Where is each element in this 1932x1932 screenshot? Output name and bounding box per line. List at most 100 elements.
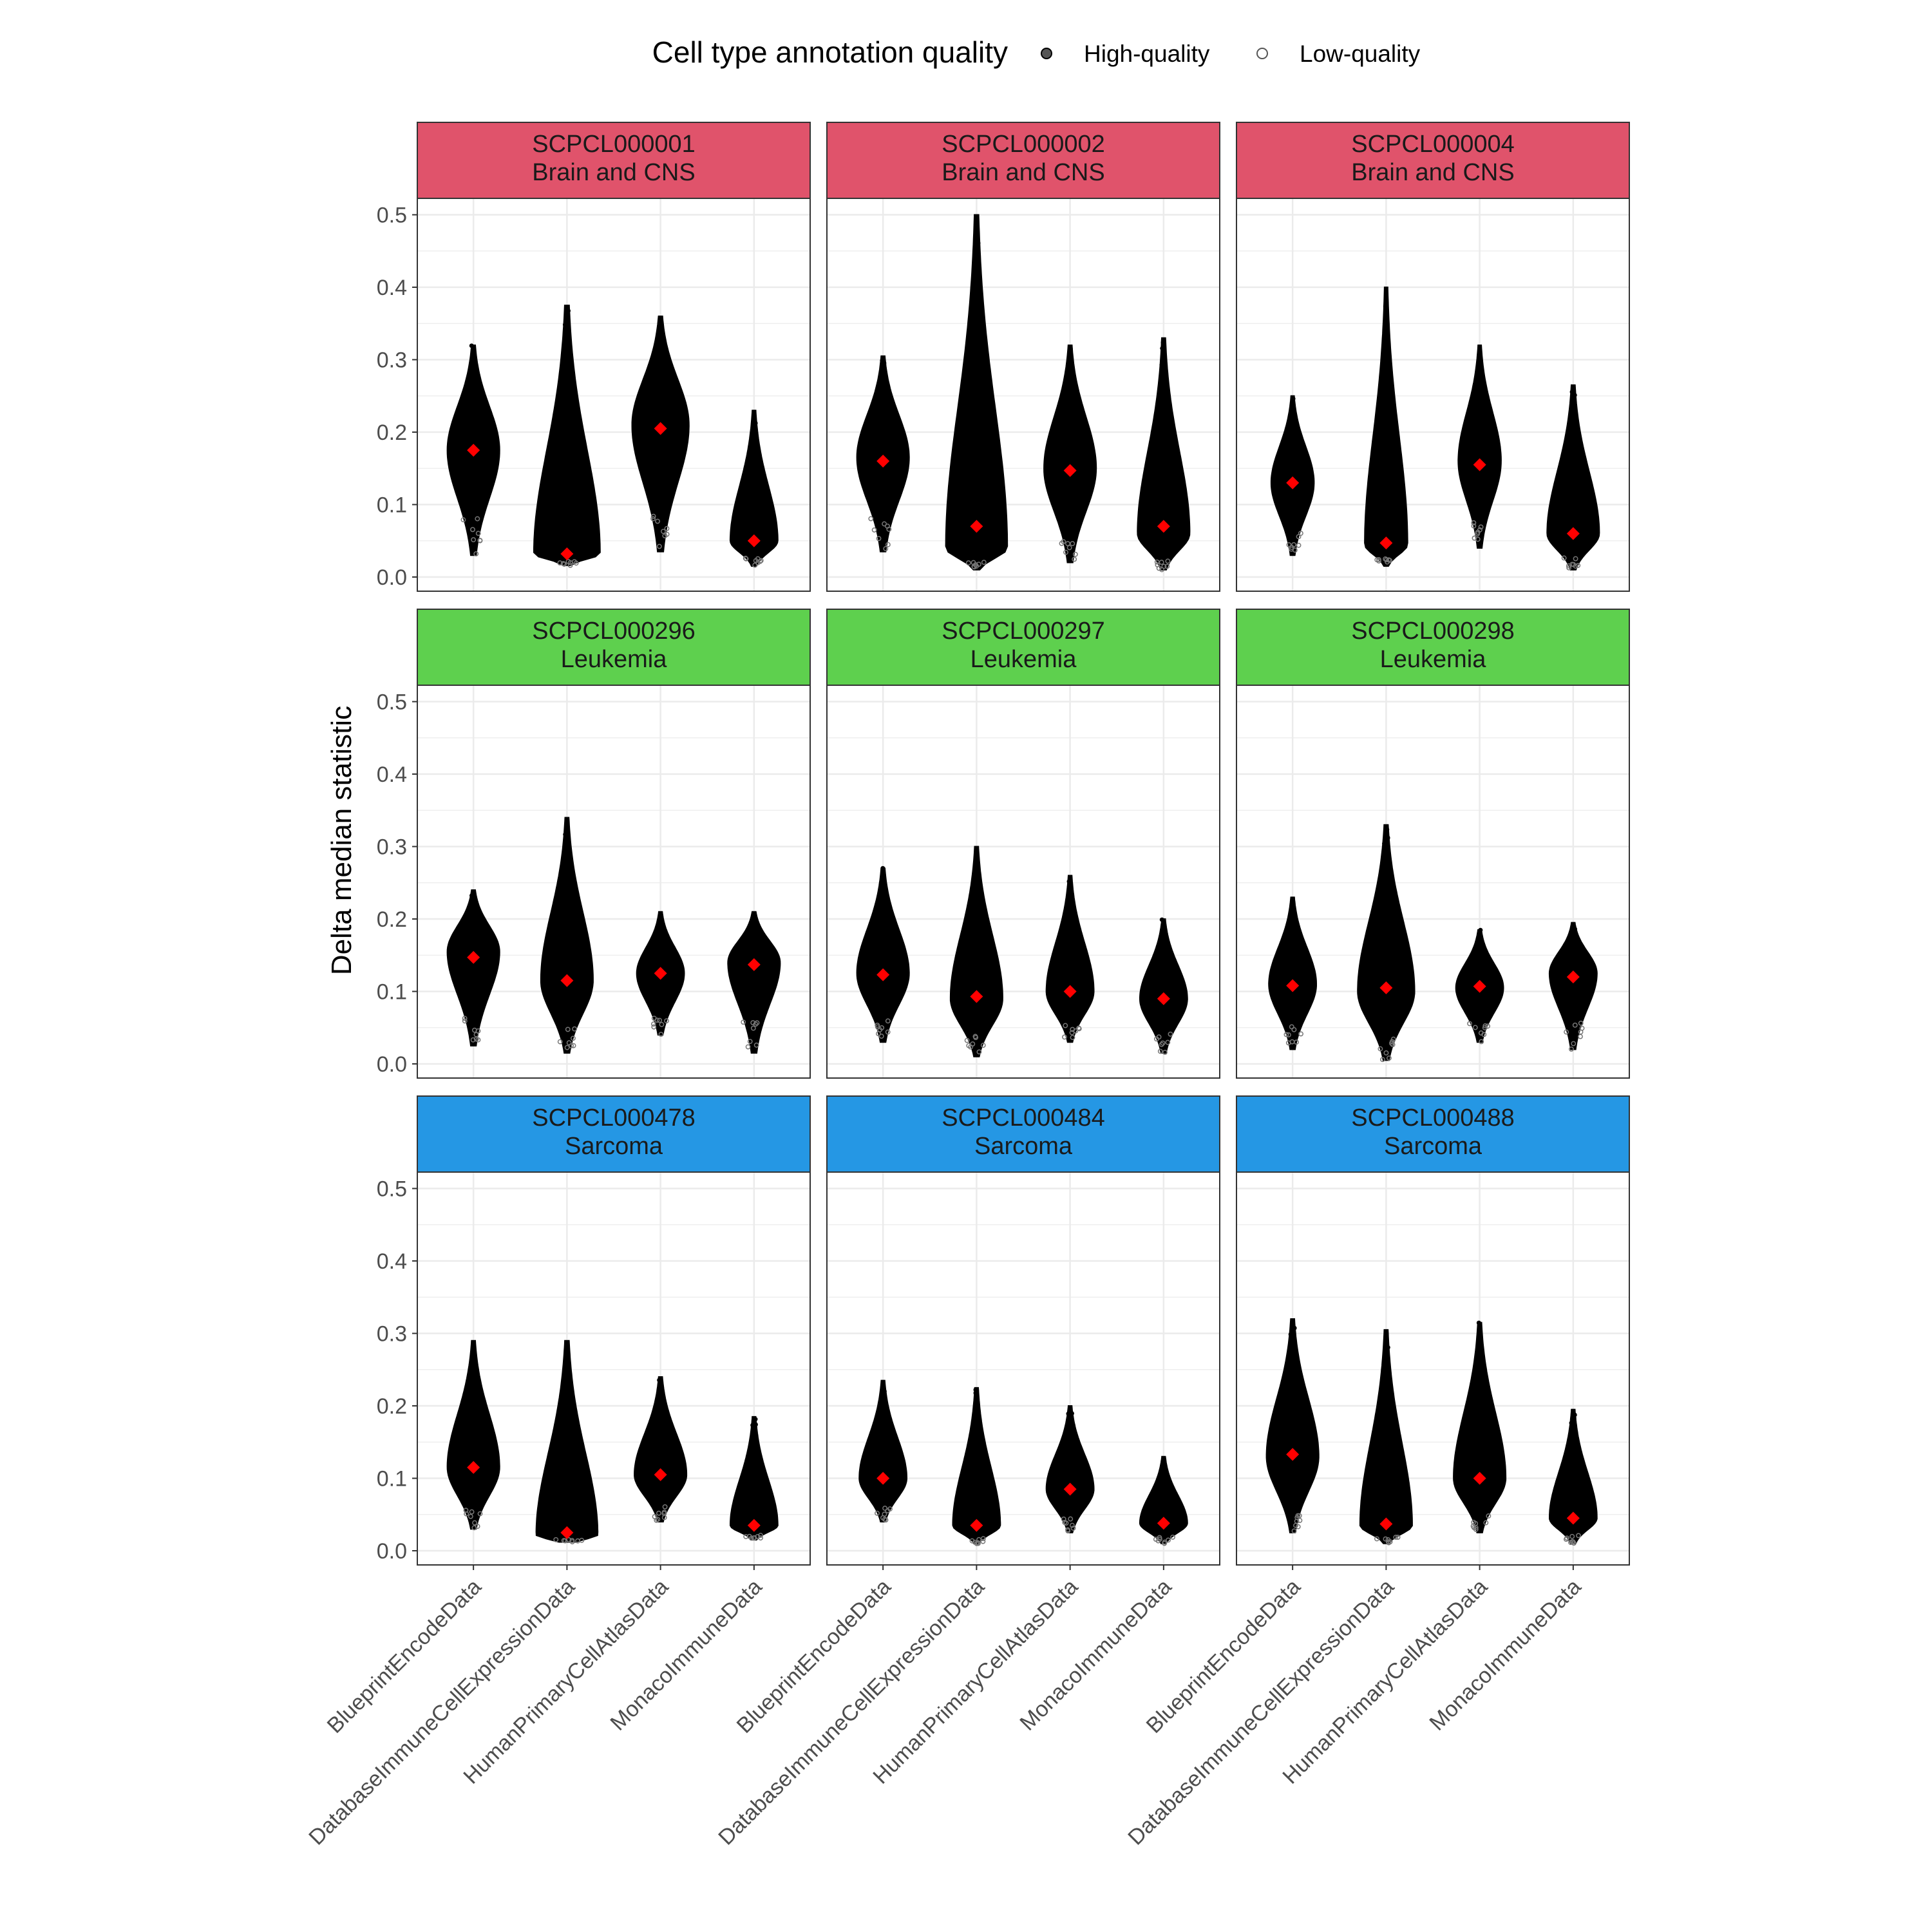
high-quality-point xyxy=(882,1393,887,1398)
panel-border xyxy=(417,198,811,592)
low-quality-point xyxy=(1070,1027,1075,1032)
facet-strip-diagnosis: Brain and CNS xyxy=(532,159,695,186)
facet-strip-diagnosis: Brain and CNS xyxy=(1351,159,1514,186)
low-quality-point xyxy=(868,516,874,522)
high-quality-point xyxy=(1476,1320,1481,1325)
mean-marker xyxy=(1379,981,1393,994)
low-quality-point xyxy=(1467,1021,1472,1027)
low-quality-point xyxy=(1482,1023,1488,1028)
low-quality-point xyxy=(475,1524,480,1530)
high-quality-point xyxy=(1478,927,1483,933)
panel-border xyxy=(826,685,1220,1079)
mean-marker xyxy=(1566,527,1580,540)
low-quality-point xyxy=(753,1021,759,1027)
high-quality-point xyxy=(1569,1434,1574,1439)
high-quality-point xyxy=(564,1352,569,1357)
low-quality-point xyxy=(1157,1535,1162,1540)
high-quality-point xyxy=(1476,369,1481,374)
high-quality-point xyxy=(1382,841,1387,846)
y-tick-label: 0.5 xyxy=(377,690,407,715)
low-quality-point xyxy=(1387,558,1392,564)
y-tick-label: 0.4 xyxy=(377,276,407,300)
high-quality-point xyxy=(1572,412,1577,417)
high-quality-point xyxy=(1290,401,1295,406)
low-quality-point xyxy=(980,1539,986,1544)
low-quality-point xyxy=(1473,1525,1479,1530)
violin-BlueprintEncodeData xyxy=(1268,896,1317,1050)
high-quality-point xyxy=(880,866,886,871)
facet-strip-library: SCPCL000002 xyxy=(942,131,1105,158)
violin-BlueprintEncodeData xyxy=(1265,1318,1320,1533)
high-quality-point xyxy=(1385,827,1390,832)
low-quality-point xyxy=(650,513,656,519)
violin-BlueprintEncodeData xyxy=(446,1340,500,1530)
panel-border xyxy=(826,1171,1220,1566)
low-quality-point xyxy=(1170,1534,1175,1540)
facet-strip xyxy=(417,122,811,199)
panel-border xyxy=(417,1171,811,1566)
low-quality-point xyxy=(571,1043,576,1048)
high-quality-point xyxy=(1068,1416,1073,1421)
low-quality-point xyxy=(1386,1540,1392,1546)
low-quality-point xyxy=(657,1018,663,1023)
low-quality-point xyxy=(656,1510,661,1516)
low-quality-point xyxy=(658,1032,664,1037)
low-quality-point xyxy=(968,1044,974,1050)
low-quality-point xyxy=(746,1533,752,1539)
low-quality-point xyxy=(885,1018,891,1024)
high-quality-point xyxy=(1159,917,1164,922)
low-quality-point xyxy=(1286,542,1292,547)
low-quality-point xyxy=(1561,555,1567,561)
x-tick-label: HumanPrimaryCellAtlasData xyxy=(1278,1575,1492,1789)
high-quality-point xyxy=(1569,931,1575,936)
mean-marker xyxy=(1286,979,1300,992)
low-quality-point xyxy=(650,516,656,522)
high-quality-point xyxy=(1291,1338,1296,1343)
low-quality-point xyxy=(885,1029,891,1035)
high-quality-point xyxy=(1066,369,1071,374)
low-quality-point xyxy=(885,1508,891,1513)
low-quality-point xyxy=(745,1044,751,1050)
facet-strip-library: SCPCL000484 xyxy=(942,1104,1105,1132)
low-quality-point xyxy=(980,1043,986,1048)
low-quality-point xyxy=(876,536,882,542)
mean-marker xyxy=(1566,1511,1580,1525)
low-quality-point xyxy=(1383,1536,1388,1542)
panel-border xyxy=(1236,685,1630,1079)
low-quality-point xyxy=(1069,1030,1075,1036)
high-quality-point xyxy=(471,355,476,361)
low-quality-point xyxy=(477,1511,483,1517)
low-quality-point xyxy=(1165,1039,1171,1045)
low-quality-point xyxy=(1384,557,1389,563)
low-quality-point xyxy=(564,1045,570,1050)
low-quality-point xyxy=(1072,556,1077,562)
low-quality-point xyxy=(886,526,892,532)
low-quality-point xyxy=(1572,1022,1578,1028)
high-quality-point xyxy=(1291,396,1296,401)
legend-key-low-quality-label: Low-quality xyxy=(1300,41,1421,67)
high-quality-point xyxy=(1066,1411,1071,1416)
violin-BlueprintEncodeData xyxy=(856,355,910,553)
low-quality-point xyxy=(565,1027,571,1032)
low-quality-point xyxy=(1162,1050,1168,1056)
low-quality-point xyxy=(1076,1026,1082,1032)
high-quality-point xyxy=(565,308,571,314)
low-quality-point xyxy=(1470,1523,1476,1529)
low-quality-point xyxy=(971,560,976,565)
high-quality-point xyxy=(1383,303,1388,308)
low-quality-point xyxy=(664,526,670,531)
mean-marker xyxy=(970,520,983,533)
low-quality-point xyxy=(473,551,479,556)
violin-DatabaseImmuneCellExpressionData xyxy=(1364,287,1408,567)
low-quality-point xyxy=(750,1025,756,1031)
mean-marker xyxy=(1286,476,1300,489)
low-quality-point xyxy=(1164,564,1170,569)
panel-border xyxy=(1236,1171,1630,1566)
high-quality-point xyxy=(1160,340,1166,345)
facet-strip xyxy=(417,609,811,686)
mean-marker xyxy=(1473,980,1486,993)
low-quality-point xyxy=(1072,551,1078,557)
